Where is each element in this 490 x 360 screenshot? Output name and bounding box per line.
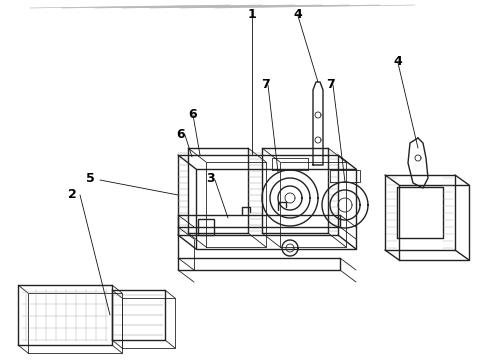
Text: 7: 7 [261, 78, 270, 91]
Bar [198, 219, 214, 235]
Text: 6: 6 [177, 128, 185, 141]
Text: 3: 3 [206, 172, 214, 185]
Text: 1: 1 [247, 8, 256, 21]
Text: 2: 2 [68, 188, 76, 201]
Text: 5: 5 [86, 172, 95, 185]
Text: 4: 4 [393, 55, 402, 68]
Text: 4: 4 [294, 8, 302, 21]
Text: 6: 6 [189, 108, 197, 121]
Text: 7: 7 [326, 78, 334, 91]
